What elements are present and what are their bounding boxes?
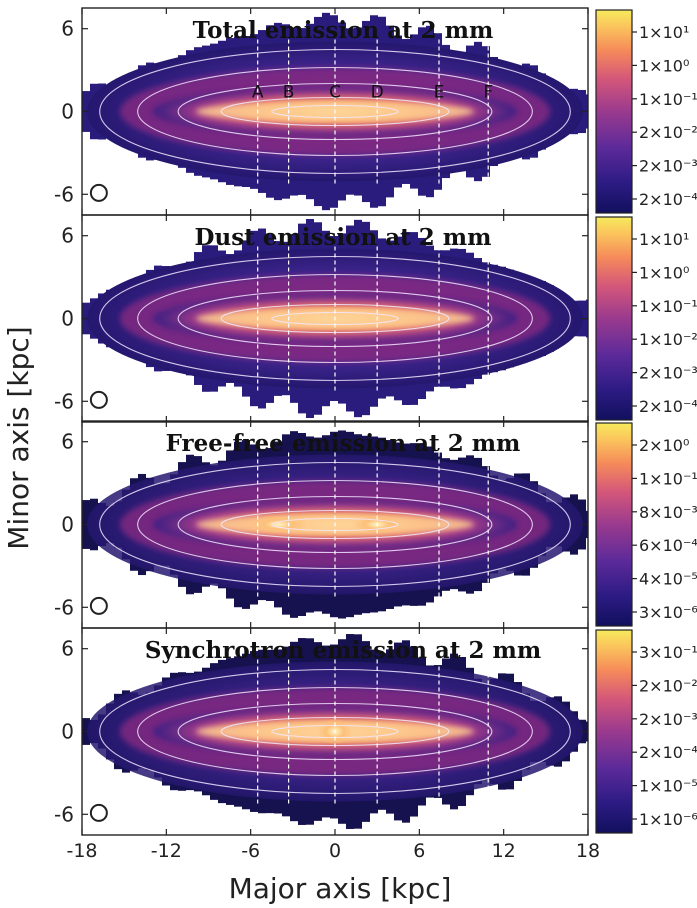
cut-label: E xyxy=(434,83,445,103)
colorbar xyxy=(595,9,633,214)
panel-2: Dust emission at 2 mm 6 0 -6 1×10¹ 1×10⁰ 1×10⁻… xyxy=(54,214,697,423)
x-tick-label: -12 xyxy=(151,840,182,862)
x-tick-label: 18 xyxy=(576,840,600,862)
panel-1: A B C D E F Total emission at 2 mm 6 0 -6 1×10¹ 1×1… xyxy=(54,7,697,216)
colorbar-tick-label: 1×10⁻¹ xyxy=(639,90,697,109)
emission-map xyxy=(82,219,588,418)
colorbar-tick-label: 2×10⁻³ xyxy=(639,364,697,383)
panels-container: A B C D E F Total emission at 2 mm 6 0 -6 1×10¹ 1×1… xyxy=(54,7,697,862)
cut-label: F xyxy=(483,83,493,103)
colorbar-tick-label: 2×10⁰ xyxy=(639,436,689,455)
y-tick-label: 0 xyxy=(61,720,74,744)
colorbar-tick-label: 3×10⁻⁶ xyxy=(639,603,697,622)
x-tick-label: 12 xyxy=(492,840,516,862)
colorbar-tick-label: 8×10⁻³ xyxy=(639,503,697,522)
beam-circle xyxy=(89,803,108,822)
x-tick-label: -6 xyxy=(241,840,260,862)
colorbar-tick-label: 1×10⁻¹ xyxy=(639,469,697,488)
colorbar-tick-label: 1×10⁻⁶ xyxy=(639,810,697,829)
emission-map xyxy=(82,430,588,619)
colorbar-tick-label: 3×10⁻¹ xyxy=(639,643,697,662)
cut-label: A xyxy=(252,83,264,103)
y-tick-label: 6 xyxy=(61,224,74,248)
colorbar-tick-label: 2×10⁻³ xyxy=(639,710,697,729)
colorbar-tick-label: 1×10⁰ xyxy=(639,263,689,282)
colorbar-tick-label: 1×10¹ xyxy=(639,23,689,42)
panel-title: Synchrotron emission at 2 mm xyxy=(145,637,541,664)
colorbar-tick-label: 1×10⁻² xyxy=(639,330,697,349)
panel-title: Dust emission at 2 mm xyxy=(195,224,492,251)
colorbar-tick-label: 2×10⁻⁴ xyxy=(639,397,697,416)
panel-4: Synchrotron emission at 2 mm 6 0 -6 -18 -12 -6… xyxy=(54,627,697,862)
colorbar-tick-label: 2×10⁻⁴ xyxy=(639,743,697,762)
colorbar xyxy=(595,422,633,627)
colorbar-tick-label: 2×10⁻² xyxy=(639,123,697,142)
beam-circle xyxy=(89,596,108,615)
colorbar-tick-label: 2×10⁻³ xyxy=(639,157,697,176)
panel-title: Total emission at 2 mm xyxy=(193,17,494,44)
y-tick-label: 6 xyxy=(61,430,74,454)
y-tick-label: -6 xyxy=(54,389,74,413)
beam-circle xyxy=(89,390,108,409)
x-tick-label: -18 xyxy=(66,840,97,862)
beam-circle xyxy=(89,183,108,202)
colorbar-tick-label: 2×10⁻⁴ xyxy=(639,190,697,209)
colorbar xyxy=(595,216,633,421)
colorbar-tick-label: 1×10¹ xyxy=(639,230,689,249)
hotspot xyxy=(250,515,307,534)
colorbar-tick-label: 1×10⁰ xyxy=(639,56,689,75)
y-tick-label: -6 xyxy=(54,802,74,826)
cut-label: C xyxy=(329,83,341,103)
colorbar-tick-label: 1×10⁻⁵ xyxy=(639,777,697,796)
panel-3: Free-free emission at 2 mm 6 0 -6 2×10⁰ 1×10⁻… xyxy=(54,420,697,629)
colorbar-tick-label: 1×10⁻¹ xyxy=(639,297,697,316)
panel-title: Free-free emission at 2 mm xyxy=(166,430,521,457)
y-tick-label: 0 xyxy=(61,513,74,537)
y-tick-label: 6 xyxy=(61,637,74,661)
y-axis-label: Minor axis [kpc] xyxy=(2,326,35,549)
x-tick-label: 6 xyxy=(413,840,425,862)
colorbar-tick-label: 6×10⁻⁴ xyxy=(639,536,697,555)
y-tick-label: 0 xyxy=(61,100,74,124)
x-tick-label: 0 xyxy=(329,840,341,862)
y-tick-label: 6 xyxy=(61,17,74,41)
colorbar xyxy=(595,629,633,834)
colorbar-tick-label: 4×10⁻⁵ xyxy=(639,570,697,589)
cut-label: D xyxy=(371,83,384,103)
x-axis-label: Major axis [kpc] xyxy=(229,872,452,905)
y-tick-label: 0 xyxy=(61,307,74,331)
cut-label: B xyxy=(283,83,295,103)
y-tick-label: -6 xyxy=(54,182,74,206)
y-tick-label: -6 xyxy=(54,595,74,619)
colorbar-tick-label: 2×10⁻² xyxy=(639,676,697,695)
